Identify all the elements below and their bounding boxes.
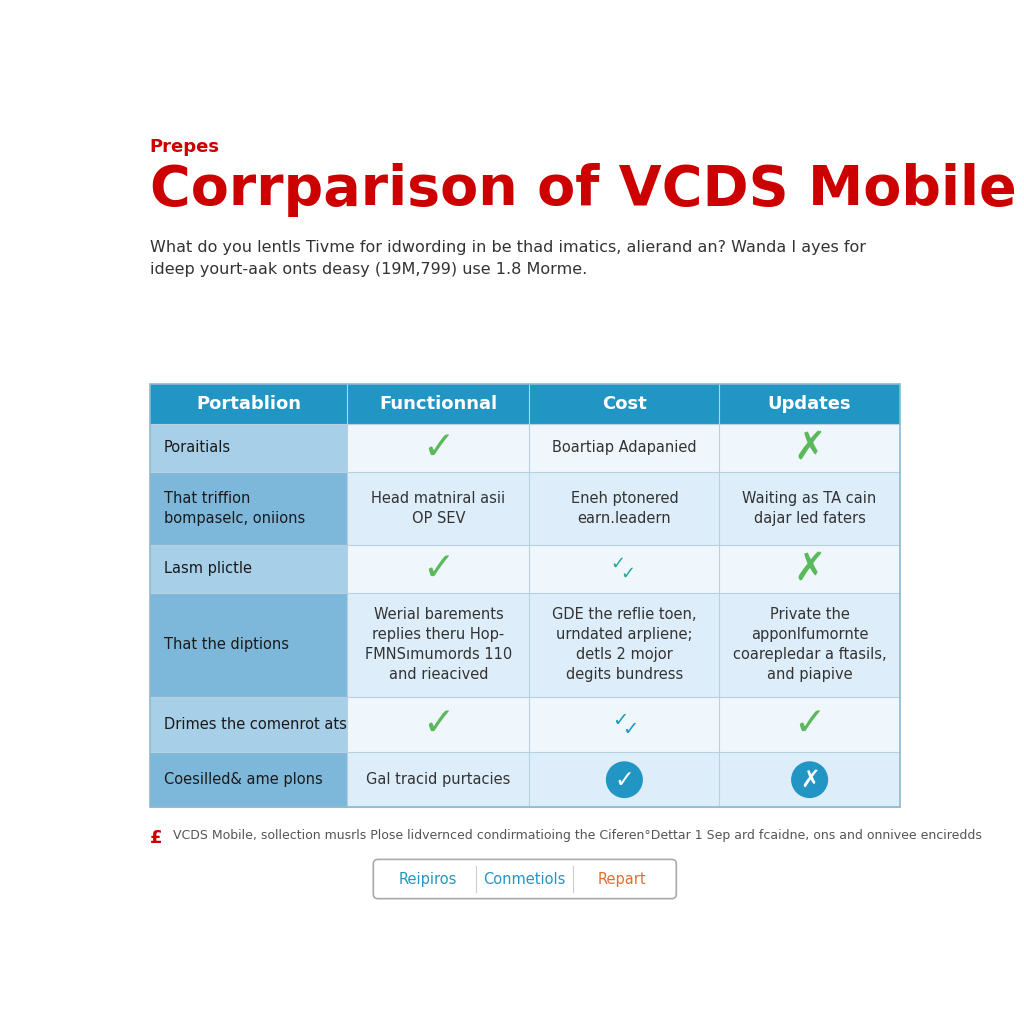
Text: ✓: ✓ <box>621 564 636 583</box>
Text: ✗: ✗ <box>800 768 819 792</box>
Text: Private the
apponlfumornte
coarepledar a ftasils,
and piapive: Private the apponlfumornte coarepledar a… <box>733 607 887 682</box>
Text: ✓: ✓ <box>610 555 626 573</box>
Text: Eneh ptonered
earn.leadern: Eneh ptonered earn.leadern <box>570 490 678 525</box>
Text: Cost: Cost <box>602 395 647 413</box>
FancyBboxPatch shape <box>529 593 719 696</box>
FancyBboxPatch shape <box>529 752 719 807</box>
Text: That the diptions: That the diptions <box>164 637 289 652</box>
FancyBboxPatch shape <box>150 472 347 545</box>
FancyBboxPatch shape <box>529 384 719 424</box>
Text: Gal tracid purtacies: Gal tracid purtacies <box>367 772 511 787</box>
Text: Updates: Updates <box>768 395 851 413</box>
Text: VCDS Mobile, sollection musrls Plose lidvernced condirmatioing the Ciferen°Detta: VCDS Mobile, sollection musrls Plose lid… <box>173 829 982 842</box>
FancyBboxPatch shape <box>150 593 347 696</box>
FancyBboxPatch shape <box>150 752 347 807</box>
Text: ✗: ✗ <box>794 550 826 588</box>
Text: ✓: ✓ <box>422 550 455 588</box>
FancyBboxPatch shape <box>719 696 900 752</box>
FancyBboxPatch shape <box>529 545 719 593</box>
Text: Corrparison of VCDS Mobile: Corrparison of VCDS Mobile <box>150 163 1017 217</box>
Text: Portablion: Portablion <box>196 395 301 413</box>
FancyBboxPatch shape <box>347 384 529 424</box>
FancyBboxPatch shape <box>347 593 529 696</box>
FancyBboxPatch shape <box>374 859 676 899</box>
FancyBboxPatch shape <box>150 545 347 593</box>
Text: GDE the reflie toen,
urndated arpliene;
detls 2 mojor
degits bundress: GDE the reflie toen, urndated arpliene; … <box>552 607 696 682</box>
Text: Boartiap Adapanied: Boartiap Adapanied <box>552 440 696 456</box>
FancyBboxPatch shape <box>347 545 529 593</box>
FancyBboxPatch shape <box>529 696 719 752</box>
Text: That triffion
bompaselc, oniions: That triffion bompaselc, oniions <box>164 490 305 525</box>
FancyBboxPatch shape <box>347 472 529 545</box>
FancyBboxPatch shape <box>347 424 529 472</box>
Circle shape <box>792 762 827 798</box>
Text: ✓: ✓ <box>422 706 455 743</box>
FancyBboxPatch shape <box>150 384 347 424</box>
FancyBboxPatch shape <box>719 545 900 593</box>
Text: Waiting as TA cain
dajar led faters: Waiting as TA cain dajar led faters <box>742 490 877 525</box>
FancyBboxPatch shape <box>529 472 719 545</box>
Text: Prepes: Prepes <box>150 137 220 156</box>
Text: ✗: ✗ <box>794 429 826 467</box>
FancyBboxPatch shape <box>347 696 529 752</box>
FancyBboxPatch shape <box>719 384 900 424</box>
Text: What do you lentls Tivme for idwording in be thad imatics, alierand an? Wanda I : What do you lentls Tivme for idwording i… <box>150 240 865 278</box>
FancyBboxPatch shape <box>719 752 900 807</box>
Text: ✓: ✓ <box>422 429 455 467</box>
Text: ✓: ✓ <box>614 768 634 792</box>
Text: ✓: ✓ <box>612 711 629 730</box>
FancyBboxPatch shape <box>719 472 900 545</box>
Text: Lasm plictle: Lasm plictle <box>164 561 252 577</box>
FancyBboxPatch shape <box>150 424 347 472</box>
Text: Repart: Repart <box>597 871 646 887</box>
FancyBboxPatch shape <box>719 424 900 472</box>
Text: ✓: ✓ <box>794 706 826 743</box>
FancyBboxPatch shape <box>719 593 900 696</box>
FancyBboxPatch shape <box>150 696 347 752</box>
FancyBboxPatch shape <box>347 752 529 807</box>
Text: Functionnal: Functionnal <box>379 395 498 413</box>
Text: Conmetiols: Conmetiols <box>483 871 566 887</box>
Text: Werial barements
replies theru Hop-
FMNSımumords 110
and rieacived: Werial barements replies theru Hop- FMNS… <box>365 607 512 682</box>
Circle shape <box>606 762 642 798</box>
Text: ✓: ✓ <box>623 720 639 739</box>
Text: Reipiros: Reipiros <box>398 871 457 887</box>
Text: Coesilled& ame plons: Coesilled& ame plons <box>164 772 323 787</box>
FancyBboxPatch shape <box>529 424 719 472</box>
Text: Head matniral asii
OP SEV: Head matniral asii OP SEV <box>372 490 506 525</box>
Text: £: £ <box>150 829 162 847</box>
Text: Drimes the comenrot ats: Drimes the comenrot ats <box>164 717 346 732</box>
Text: Poraitials: Poraitials <box>164 440 230 456</box>
